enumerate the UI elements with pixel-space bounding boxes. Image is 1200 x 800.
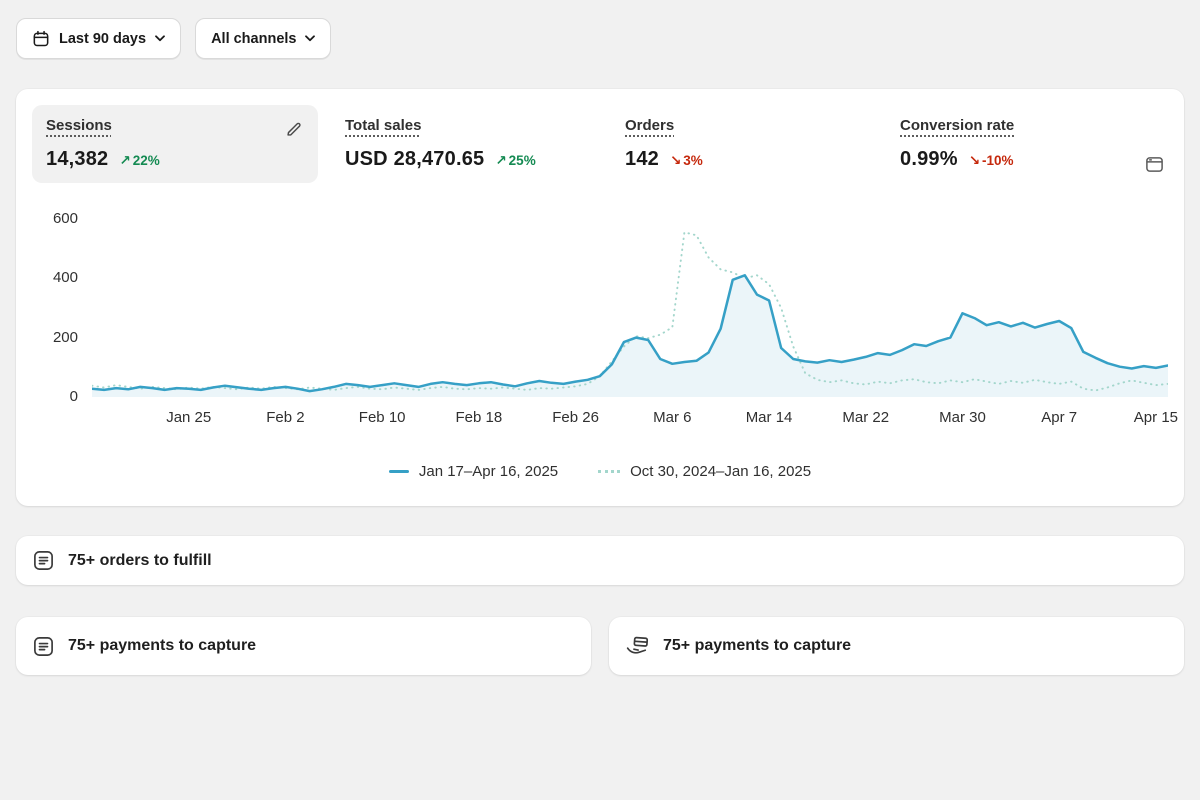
date-range-label: Last 90 days bbox=[59, 30, 147, 47]
y-axis-label: 600 bbox=[52, 209, 78, 227]
edit-pencil-icon[interactable] bbox=[281, 117, 306, 145]
metric-conversion-rate[interactable]: Conversion rate 0.99% ↘ -10% bbox=[900, 105, 1014, 183]
banner-label: 75+ payments to capture bbox=[68, 637, 257, 654]
metrics-row: Sessions 14,382 ↗ 22% Total sales USD 28,… bbox=[32, 105, 1168, 183]
y-axis: 0 200 400 600 bbox=[32, 209, 78, 405]
payments-to-capture-card-left[interactable]: 75+ payments to capture bbox=[16, 617, 591, 675]
x-axis-label: Mar 14 bbox=[745, 409, 793, 426]
metric-value: USD 28,470.65 bbox=[345, 148, 485, 170]
dashboard-page: Last 90 days All channels Sessions bbox=[16, 18, 1184, 675]
metric-delta: ↗ 22% bbox=[119, 153, 160, 168]
up-arrow-icon: ↗ bbox=[495, 153, 507, 168]
y-axis-label: 200 bbox=[52, 328, 78, 346]
orders-to-fulfill-card[interactable]: 75+ orders to fulfill bbox=[16, 536, 1184, 585]
orders-list-icon bbox=[33, 550, 54, 571]
down-arrow-icon: ↘ bbox=[968, 153, 981, 168]
metric-orders[interactable]: Orders 142 ↘ 3% bbox=[625, 105, 900, 183]
metric-delta: ↗ 25% bbox=[495, 153, 536, 168]
legend-label: Oct 30, 2024–Jan 16, 2025 bbox=[630, 463, 812, 480]
x-axis-label: Apr 7 bbox=[1041, 409, 1078, 426]
calendar-icon bbox=[32, 30, 50, 48]
date-range-button[interactable]: Last 90 days bbox=[16, 18, 182, 59]
banner-label: 75+ orders to fulfill bbox=[68, 551, 212, 569]
y-axis-label: 400 bbox=[52, 269, 78, 287]
toolbar: Last 90 days All channels bbox=[16, 18, 1184, 59]
line-chart-svg bbox=[92, 231, 1168, 397]
capture-payment-icon bbox=[626, 636, 649, 657]
down-arrow-icon: ↘ bbox=[669, 153, 682, 168]
legend-label: Jan 17–Apr 16, 2025 bbox=[418, 463, 559, 480]
metric-total-sales[interactable]: Total sales USD 28,470.65 ↗ 25% bbox=[345, 105, 625, 183]
orders-list-icon bbox=[33, 636, 54, 657]
legend-previous-period: Oct 30, 2024–Jan 16, 2025 bbox=[598, 463, 811, 480]
y-axis-label: 0 bbox=[69, 388, 78, 405]
sessions-chart: 0 200 400 600 bbox=[32, 209, 1168, 405]
x-axis-label: Feb 10 bbox=[358, 409, 406, 426]
metric-sessions[interactable]: Sessions 14,382 ↗ 22% bbox=[32, 105, 318, 183]
metric-delta: ↘ 3% bbox=[669, 153, 703, 168]
window-icon[interactable] bbox=[1141, 151, 1168, 181]
metric-value: 0.99% bbox=[900, 148, 958, 170]
x-axis-label: Jan 25 bbox=[166, 409, 212, 426]
channels-label: All channels bbox=[211, 30, 297, 47]
banner-label: 75+ payments to capture bbox=[663, 637, 852, 654]
x-axis-label: Mar 30 bbox=[939, 409, 986, 426]
metric-delta: ↘ -10% bbox=[968, 153, 1014, 168]
metric-value: 142 bbox=[625, 148, 659, 170]
up-arrow-icon: ↗ bbox=[119, 153, 131, 168]
metric-label[interactable]: Total sales bbox=[345, 117, 422, 134]
legend-current-period: Jan 17–Apr 16, 2025 bbox=[388, 463, 559, 480]
x-axis-label: Feb 2 bbox=[266, 409, 305, 426]
metric-value: 14,382 bbox=[46, 148, 109, 170]
analytics-card: Sessions 14,382 ↗ 22% Total sales USD 28,… bbox=[16, 89, 1184, 506]
metric-label[interactable]: Conversion rate bbox=[900, 117, 1015, 134]
chevron-down-icon bbox=[305, 35, 316, 42]
payments-to-capture-card-right[interactable]: 75+ payments to capture bbox=[609, 617, 1184, 675]
bottom-card-row: 75+ payments to capture 75+ payments to … bbox=[16, 617, 1184, 675]
metric-label[interactable]: Orders bbox=[625, 117, 675, 134]
dotted-line-swatch bbox=[598, 470, 621, 473]
chart-plot-area bbox=[92, 213, 1168, 397]
chevron-down-icon bbox=[155, 35, 165, 42]
x-axis-label: Mar 6 bbox=[653, 409, 692, 426]
channels-button[interactable]: All channels bbox=[195, 18, 332, 59]
x-axis-label: Mar 22 bbox=[842, 409, 890, 426]
x-axis-label: Feb 26 bbox=[552, 409, 599, 426]
x-axis-label: Feb 18 bbox=[455, 409, 503, 426]
chart-legend: Jan 17–Apr 16, 2025 Oct 30, 2024–Jan 16,… bbox=[32, 463, 1168, 480]
metric-label[interactable]: Sessions bbox=[46, 117, 112, 134]
x-axis-label: Apr 15 bbox=[1133, 409, 1179, 426]
solid-line-swatch bbox=[388, 469, 409, 474]
x-axis: Jan 25 Feb 2 Feb 10 Feb 18 Feb 26 Mar 6 Mar 14… bbox=[92, 409, 1178, 431]
